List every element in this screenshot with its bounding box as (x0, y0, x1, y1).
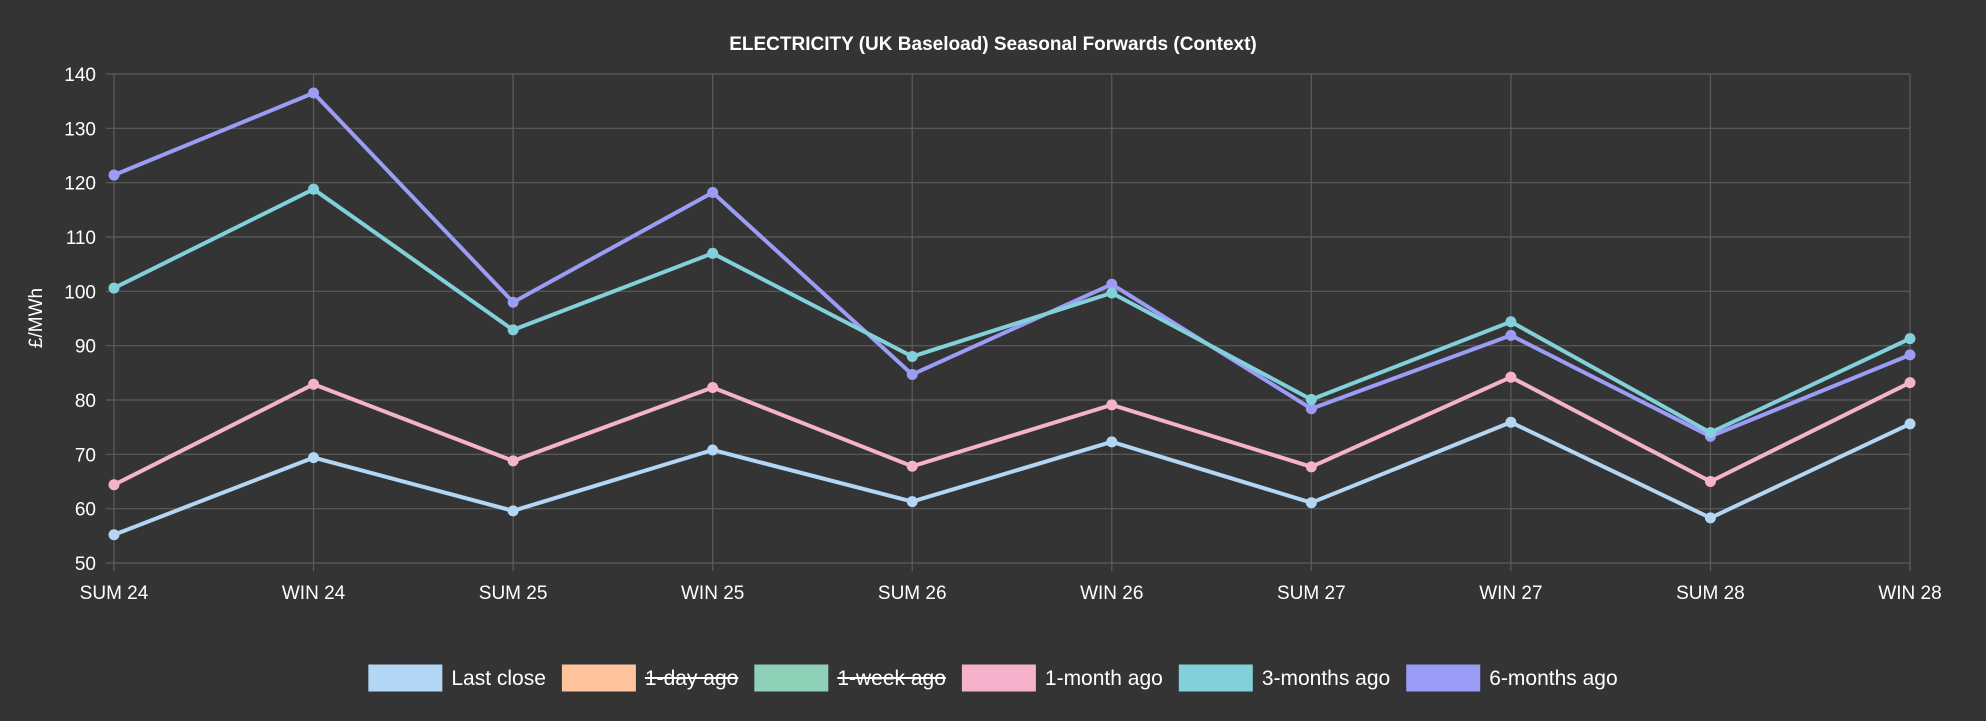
data-point[interactable] (1106, 278, 1118, 290)
x-tick-label: WIN 24 (282, 583, 346, 604)
legend-swatch[interactable] (368, 664, 443, 692)
data-point[interactable] (1904, 333, 1916, 345)
series-3-months-ago (108, 183, 1916, 439)
x-tick-label: SUM 28 (1676, 583, 1745, 604)
legend-label[interactable]: 1-month ago (1045, 667, 1163, 690)
chart-title: ELECTRICITY (UK Baseload) Seasonal Forwa… (729, 34, 1257, 55)
data-point[interactable] (1904, 349, 1916, 361)
data-point[interactable] (1704, 512, 1716, 524)
legend-swatch[interactable] (561, 664, 636, 692)
data-point[interactable] (507, 296, 519, 308)
legend-swatch[interactable] (1178, 664, 1253, 692)
legend-item-3-months-ago[interactable]: 3-months ago (1178, 664, 1390, 692)
data-point[interactable] (108, 282, 120, 294)
series-6-months-ago (108, 87, 1916, 442)
x-tick-label: SUM 27 (1277, 583, 1346, 604)
y-tick-label: 80 (75, 391, 96, 412)
data-point[interactable] (1106, 287, 1118, 299)
y-tick-label: 60 (75, 500, 96, 521)
x-tick-label: WIN 26 (1080, 583, 1143, 604)
data-point[interactable] (1106, 399, 1118, 411)
data-point[interactable] (108, 529, 120, 541)
data-point[interactable] (1505, 329, 1517, 341)
data-point[interactable] (1904, 377, 1916, 389)
data-point[interactable] (906, 368, 918, 380)
series-1-month-ago (108, 371, 1916, 491)
y-tick-label: 70 (75, 445, 96, 466)
data-point[interactable] (108, 479, 120, 491)
legend-item-last-close[interactable]: Last close (368, 664, 546, 692)
x-tick-label: WIN 25 (681, 583, 744, 604)
data-point[interactable] (1305, 497, 1317, 509)
data-point[interactable] (1106, 436, 1118, 448)
x-tick-label: WIN 28 (1878, 583, 1941, 604)
y-axis-ticks: 50 60 70 80 90 100 110 120 130 140 (64, 65, 96, 575)
series-line (113, 420, 1911, 537)
data-point[interactable] (308, 183, 320, 195)
legend-item-1-week-ago[interactable]: 1-week ago (754, 664, 946, 692)
data-point[interactable] (507, 505, 519, 517)
data-point[interactable] (507, 455, 519, 467)
data-point[interactable] (1305, 403, 1317, 415)
series-line (113, 187, 1911, 435)
series-line (113, 375, 1911, 487)
data-point[interactable] (1305, 461, 1317, 473)
y-axis-label: £/MWh (26, 288, 47, 348)
data-point[interactable] (1904, 418, 1916, 430)
x-tick-label: SUM 26 (878, 583, 947, 604)
legend-swatch[interactable] (754, 664, 829, 692)
legend-swatch[interactable] (1406, 664, 1481, 692)
data-point[interactable] (707, 247, 719, 259)
series-lines (108, 87, 1916, 541)
y-tick-label: 50 (75, 554, 96, 575)
y-tick-label: 120 (64, 174, 96, 195)
data-point[interactable] (1704, 427, 1716, 439)
data-point[interactable] (1704, 476, 1716, 487)
legend-item-1-month-ago[interactable]: 1-month ago (961, 664, 1163, 692)
legend-label[interactable]: Last close (451, 667, 546, 690)
data-point[interactable] (1505, 371, 1517, 383)
data-point[interactable] (707, 444, 719, 456)
y-tick-label: 130 (64, 119, 96, 140)
series-last-close (108, 416, 1916, 541)
data-point[interactable] (108, 169, 120, 181)
y-tick-label: 90 (75, 337, 96, 358)
legend-label[interactable]: 3-months ago (1262, 667, 1390, 690)
data-point[interactable] (707, 186, 719, 198)
data-point[interactable] (308, 378, 320, 390)
data-point[interactable] (906, 496, 918, 508)
data-point[interactable] (1505, 416, 1517, 428)
series-line (113, 91, 1911, 439)
grid (106, 73, 1911, 571)
legend-item-1-day-ago[interactable]: 1-day ago (561, 664, 739, 692)
y-tick-label: 110 (66, 228, 96, 249)
data-point[interactable] (906, 460, 918, 472)
data-point[interactable] (1505, 316, 1517, 328)
legend[interactable]: Last close 1-day ago 1-week ago 1-month ago… (368, 664, 1618, 692)
x-axis-ticks: SUM 24 WIN 24 SUM 25 WIN 25 SUM 26 WIN 26 SUM … (80, 583, 1942, 604)
data-point[interactable] (507, 324, 519, 336)
x-tick-label: SUM 24 (80, 583, 149, 604)
data-point[interactable] (707, 382, 719, 394)
data-point[interactable] (906, 351, 918, 363)
y-tick-label: 100 (64, 282, 96, 303)
x-tick-label: WIN 27 (1479, 583, 1542, 604)
legend-swatch[interactable] (961, 664, 1036, 692)
x-tick-label: SUM 25 (479, 583, 548, 604)
data-point[interactable] (308, 452, 320, 464)
legend-item-6-months-ago[interactable]: 6-months ago (1406, 664, 1618, 692)
y-tick-label: 140 (64, 65, 96, 86)
data-point[interactable] (1305, 393, 1317, 405)
data-point[interactable] (308, 87, 320, 99)
legend-label[interactable]: 6-months ago (1489, 667, 1617, 690)
